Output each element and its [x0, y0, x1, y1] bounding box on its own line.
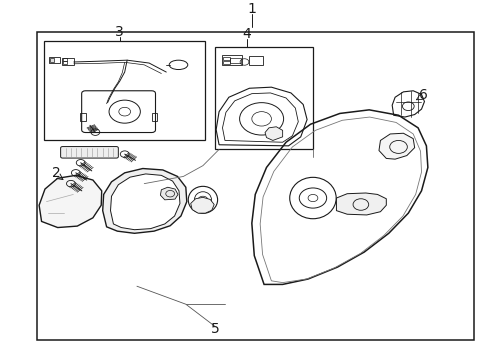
Bar — [62, 58, 74, 65]
Bar — [222, 55, 242, 65]
Bar — [63, 58, 67, 61]
Polygon shape — [190, 197, 214, 213]
Text: 2: 2 — [52, 166, 61, 180]
Bar — [223, 60, 230, 64]
Bar — [49, 57, 60, 63]
Polygon shape — [378, 133, 414, 159]
Bar — [223, 57, 230, 60]
Text: 4: 4 — [242, 27, 251, 41]
Bar — [230, 58, 241, 63]
Bar — [44, 41, 205, 140]
Polygon shape — [110, 174, 180, 230]
Polygon shape — [39, 175, 102, 228]
Bar — [63, 61, 67, 64]
Bar — [249, 56, 263, 65]
Bar — [50, 58, 54, 62]
Text: 6: 6 — [418, 89, 427, 103]
Bar — [215, 47, 312, 149]
Polygon shape — [160, 187, 178, 200]
Text: 3: 3 — [115, 26, 124, 40]
Text: 5: 5 — [210, 323, 219, 336]
Polygon shape — [102, 168, 186, 233]
Text: 1: 1 — [247, 2, 256, 16]
Polygon shape — [264, 127, 282, 140]
Polygon shape — [336, 193, 386, 215]
FancyBboxPatch shape — [61, 147, 118, 158]
Bar — [37, 32, 473, 340]
